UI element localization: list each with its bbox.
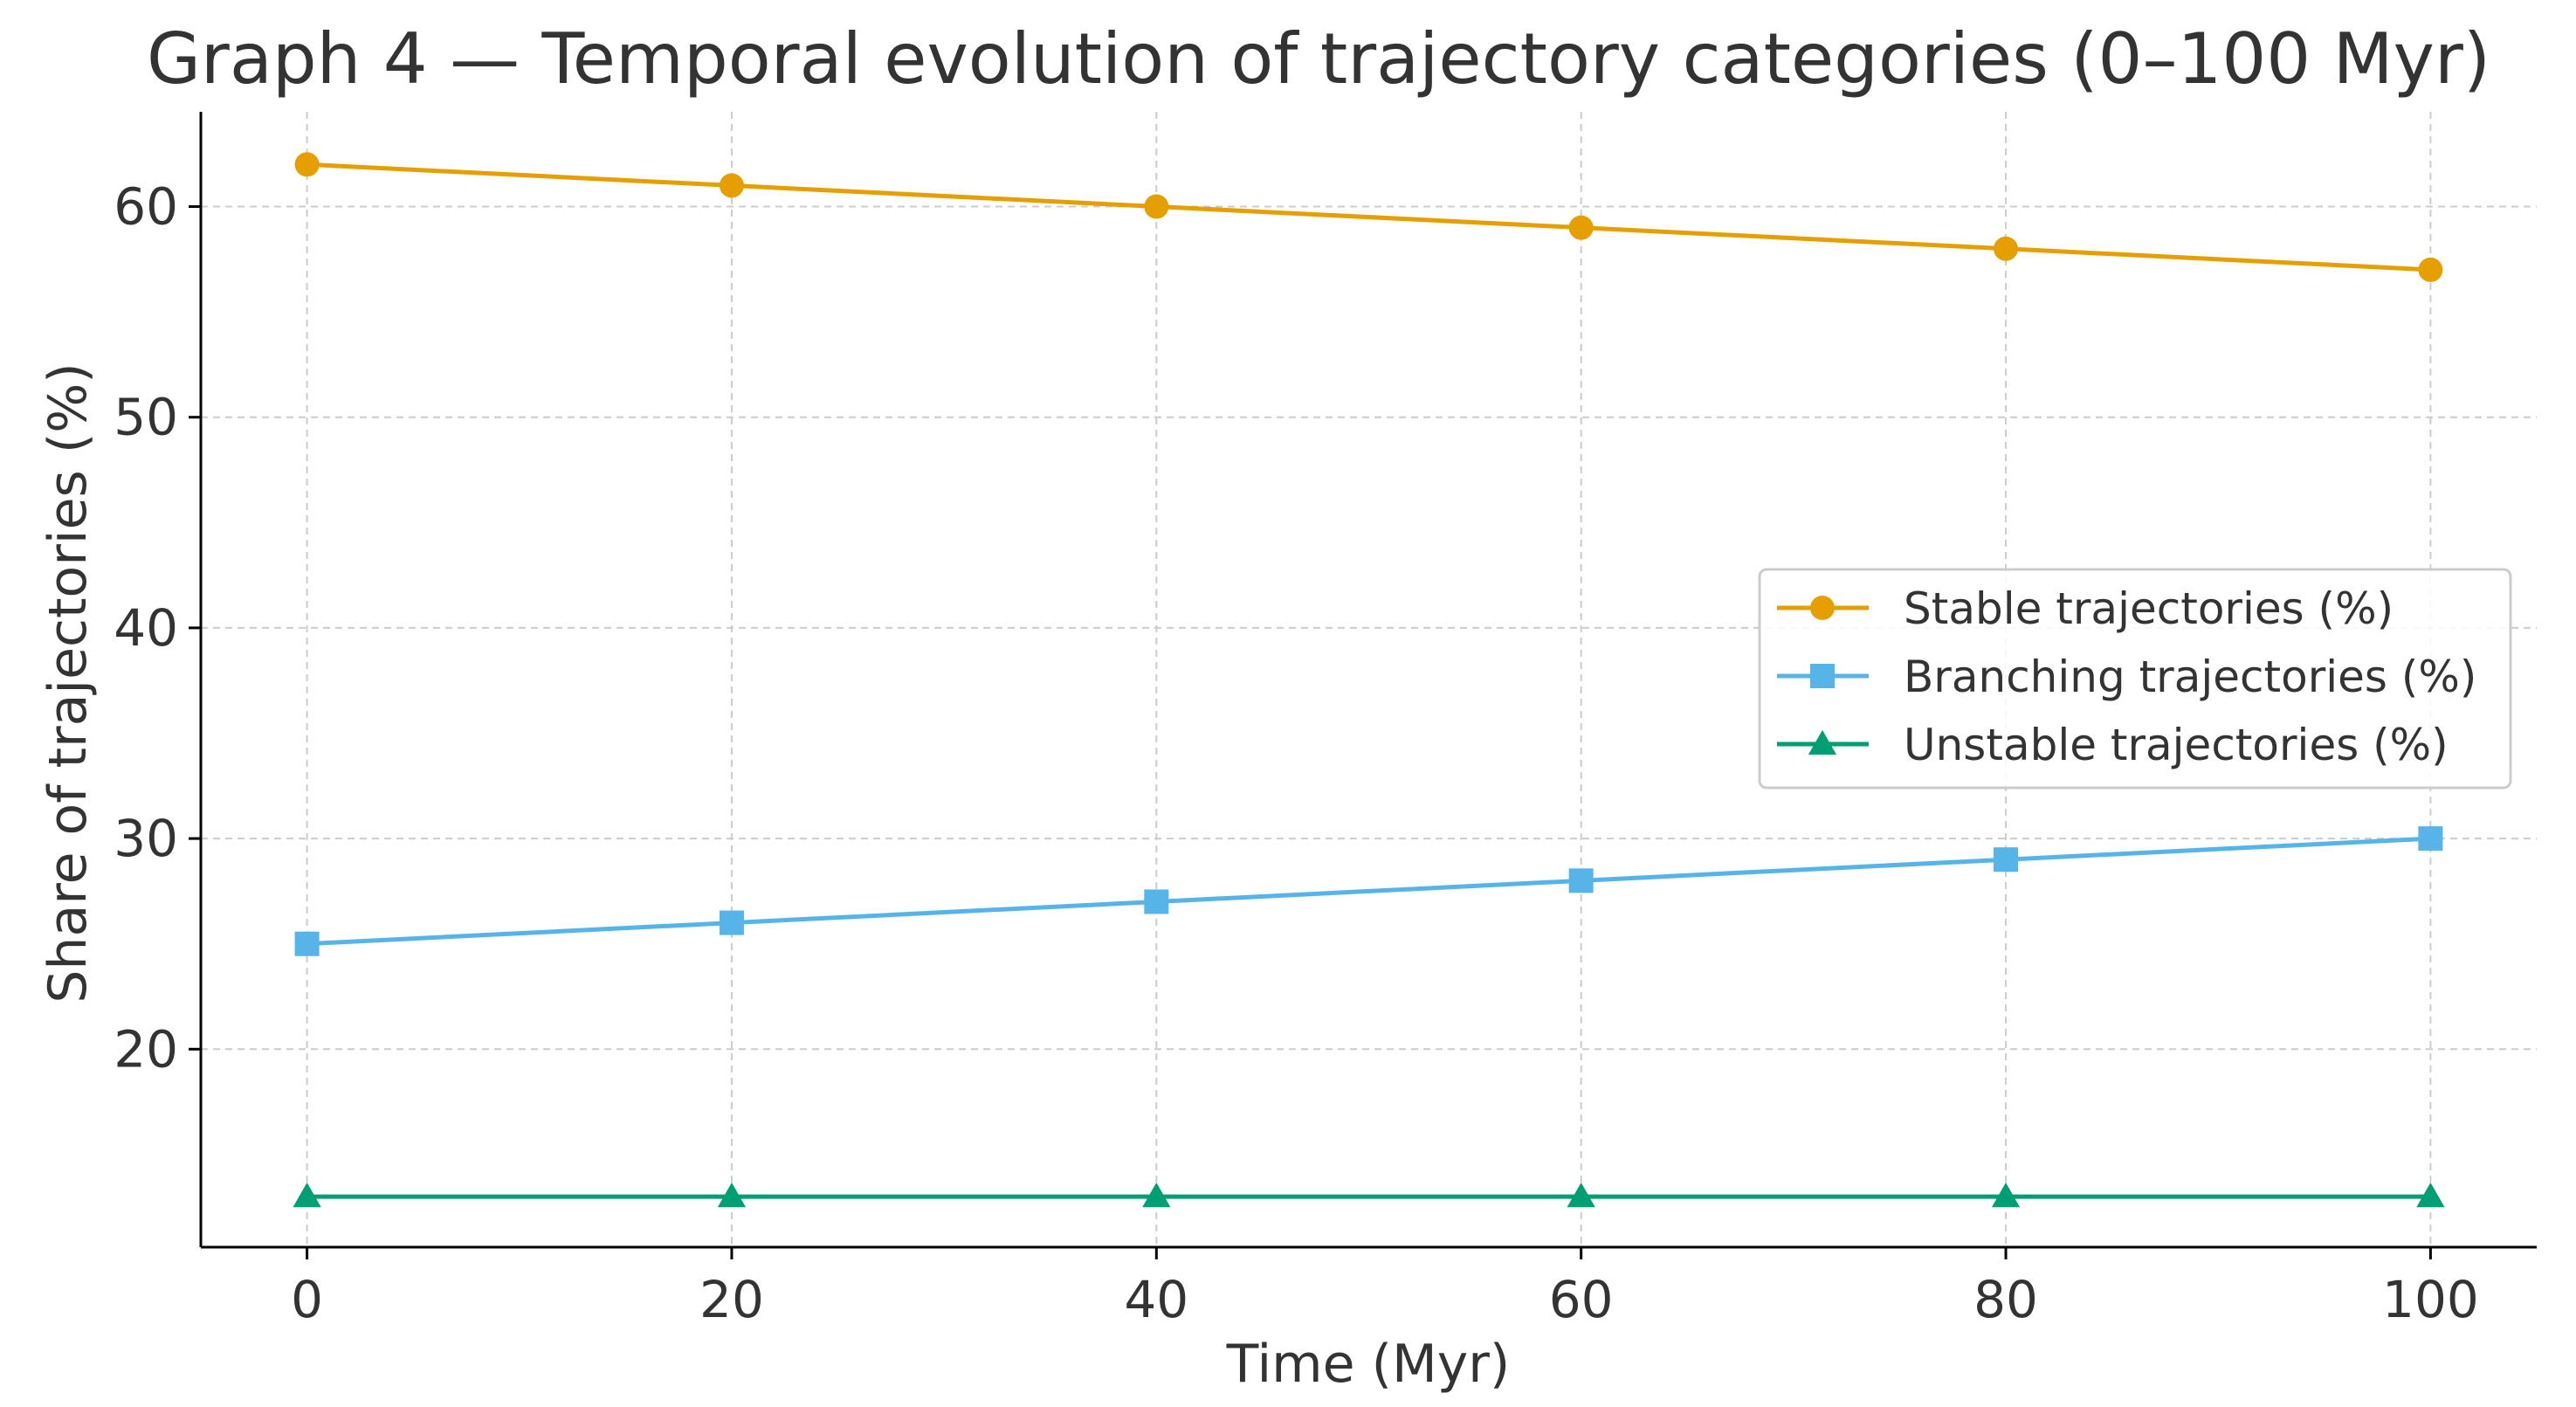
y-axis-label: Share of trajectories (%) [38, 362, 99, 1003]
legend-marker [1808, 729, 1837, 755]
x-tick-label: 100 [2382, 1270, 2479, 1329]
legend: Stable trajectories (%) Branching traject… [1758, 568, 2512, 790]
series-square [294, 826, 2443, 956]
data-point [293, 1183, 321, 1208]
x-axis-label: Time (Myr) [1226, 1334, 1511, 1395]
series-circle [294, 152, 2443, 282]
data-point [1568, 215, 1594, 240]
x-tick-label: 20 [699, 1270, 764, 1329]
data-point [2416, 1183, 2445, 1208]
y-tick-label: 50 [114, 388, 178, 447]
x-tick-label: 60 [1549, 1270, 1614, 1329]
data-point [294, 931, 320, 956]
data-point [1991, 1183, 2021, 1208]
y-tick-label: 30 [114, 809, 178, 868]
series-group [293, 152, 2445, 1208]
data-point [717, 1183, 747, 1208]
x-tick-label: 0 [291, 1270, 323, 1329]
x-tick-label: 80 [1973, 1270, 2038, 1329]
data-point [1567, 1183, 1595, 1208]
data-point [719, 173, 744, 198]
legend-marker [1810, 596, 1835, 620]
y-tick-label: 20 [114, 1019, 178, 1079]
data-point [1142, 1183, 1171, 1208]
legend-label: Unstable trajectories (%) [1904, 720, 2449, 770]
legend-label: Stable trajectories (%) [1904, 583, 2393, 634]
data-point [2418, 257, 2443, 282]
data-point [1994, 847, 2019, 872]
data-point [719, 910, 744, 935]
x-tick-label: 40 [1124, 1270, 1188, 1329]
data-point [1568, 868, 1594, 893]
series-line [307, 162, 2431, 272]
y-tick-label: 60 [114, 177, 178, 237]
tick-labels: 0 20 40 60 80 100 20 30 40 50 60 [114, 177, 2479, 1329]
data-point [1994, 236, 2019, 261]
y-tick-label: 40 [114, 598, 178, 658]
data-point [1144, 194, 1169, 219]
legend-box [1758, 568, 2512, 790]
series-triangle [293, 1183, 2445, 1208]
legend-marker [1810, 664, 1835, 688]
legend-entry: Branching trajectories (%) [1777, 652, 2476, 702]
legend-label: Branching trajectories (%) [1904, 652, 2476, 702]
data-point [294, 152, 320, 177]
legend-entry: Unstable trajectories (%) [1777, 720, 2449, 770]
data-point [1144, 889, 1169, 914]
chart-title: Graph 4 — Temporal evolution of trajecto… [147, 18, 2490, 100]
data-point [2418, 826, 2443, 852]
legend-entry: Stable trajectories (%) [1777, 583, 2393, 634]
axes [189, 112, 2537, 1259]
series-line [307, 836, 2431, 947]
